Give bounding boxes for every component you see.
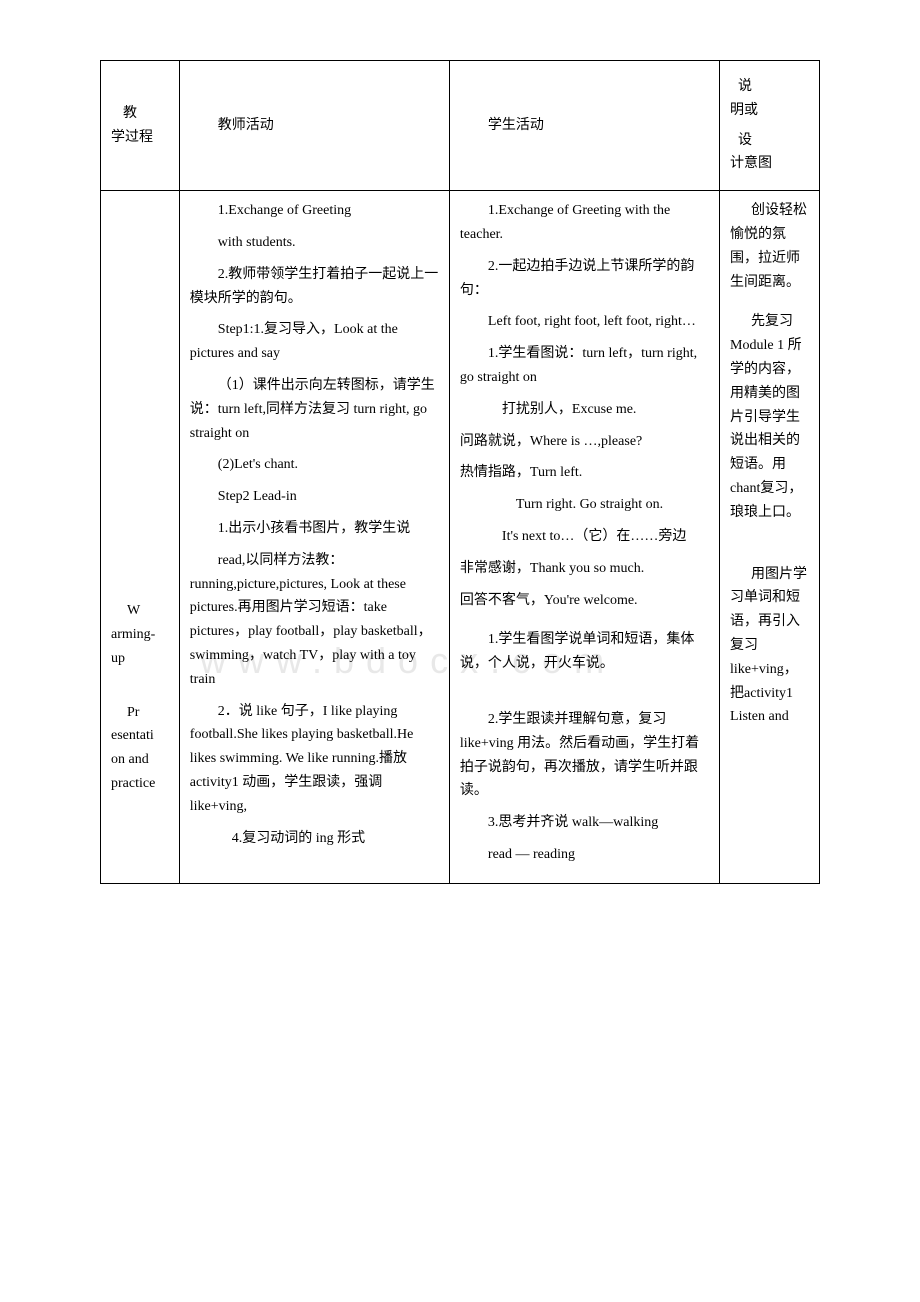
- col2-p6: (2)Let's chant.: [190, 453, 439, 477]
- col3-p3: Left foot, right foot, left foot, right…: [460, 310, 709, 334]
- col1-section1-line1: W: [127, 603, 140, 618]
- col3-p1: 1.Exchange of Greeting with the teacher.: [460, 199, 709, 247]
- header-col4-line1: 说: [738, 79, 752, 94]
- header-col4-line4: 计意图: [730, 152, 809, 176]
- table-body-row: W arming- up Pr esentati on and practice…: [101, 191, 820, 884]
- header-col4-line3: 设: [738, 133, 752, 148]
- header-col1: 教 学过程: [101, 61, 180, 191]
- col2-p9: read,以同样方法教：running,picture,pictures, Lo…: [190, 549, 439, 692]
- header-col4: 说 明或 设 计意图: [720, 61, 820, 191]
- col2-p1: 1.Exchange of Greeting: [190, 199, 439, 223]
- header-col3-text: 学生活动: [460, 114, 709, 138]
- table-header-row: 教 学过程 教师活动 学生活动 说 明或 设 计意图: [101, 61, 820, 191]
- body-col2: 1.Exchange of Greeting with students. 2.…: [179, 191, 449, 884]
- col3-p2: 2.一起边拍手边说上节课所学的韵句：: [460, 255, 709, 303]
- body-col1: W arming- up Pr esentati on and practice: [101, 191, 180, 884]
- col3-p5b: 问路就说，Where is …,please?: [460, 430, 709, 454]
- col1-section2-line1: Pr: [127, 705, 139, 720]
- col3-p5c: 热情指路，Turn left.: [460, 461, 709, 485]
- col2-p2: with students.: [190, 231, 439, 255]
- lesson-plan-table: 教 学过程 教师活动 学生活动 说 明或 设 计意图 W a: [100, 60, 820, 884]
- col3-p6: 1.学生看图学说单词和短语，集体说，个人说，开火车说。: [460, 628, 709, 676]
- header-col2: 教师活动: [179, 61, 449, 191]
- col2-p7: Step2 Lead-in: [190, 485, 439, 509]
- body-col3: 1.Exchange of Greeting with the teacher.…: [449, 191, 719, 884]
- header-col1-line2: 学过程: [111, 126, 169, 150]
- col3-p4: 1.学生看图说：turn left，turn right, go straigh…: [460, 342, 709, 390]
- col3-p5f: 非常感谢，Thank you so much.: [460, 557, 709, 581]
- col2-p3: 2.教师带领学生打着拍子一起说上一模块所学的韵句。: [190, 263, 439, 311]
- col2-p10: 2．说 like 句子，I like playing football.She …: [190, 700, 439, 819]
- col3-p7: 2.学生跟读并理解句意，复习 like+ving 用法。然后看动画，学生打着拍子…: [460, 708, 709, 803]
- col3-p5e: It's next to…（它）在……旁边: [460, 525, 709, 549]
- col1-section2-line2: esentati: [111, 724, 169, 748]
- col4-p1: 创设轻松愉悦的氛围，拉近师生间距离。: [730, 199, 809, 294]
- header-col1-line1: 教: [123, 106, 137, 121]
- col2-p8: 1.出示小孩看书图片，教学生说: [190, 517, 439, 541]
- col1-section2-line4: practice: [111, 772, 169, 796]
- header-col2-text: 教师活动: [190, 114, 439, 138]
- col4-p3: 用图片学习单词和短语，再引入复习like+ving，把activity1 Lis…: [730, 563, 809, 730]
- header-col3: 学生活动: [449, 61, 719, 191]
- col2-p11: 4.复习动词的 ing 形式: [190, 827, 439, 851]
- col3-p9: read — reading: [460, 843, 709, 867]
- body-col4: 创设轻松愉悦的氛围，拉近师生间距离。 先复习Module 1 所学的内容，用精美…: [720, 191, 820, 884]
- col3-p5g: 回答不客气，You're welcome.: [460, 589, 709, 613]
- header-col4-line2: 明或: [730, 99, 809, 123]
- col1-section1-line3: up: [111, 647, 169, 671]
- col3-p8: 3.思考并齐说 walk—walking: [460, 811, 709, 835]
- col1-section1-line2: arming-: [111, 623, 169, 647]
- col4-p2: 先复习Module 1 所学的内容，用精美的图片引导学生说出相关的短语。用cha…: [730, 310, 809, 524]
- col2-p5: （1）课件出示向左转图标，请学生说：turn left,同样方法复习 turn …: [190, 374, 439, 445]
- col1-section2-line3: on and: [111, 748, 169, 772]
- col3-p5d: Turn right. Go straight on.: [460, 493, 709, 517]
- col2-p4: Step1:1.复习导入，Look at the pictures and sa…: [190, 318, 439, 366]
- col3-p5a: 打扰别人，Excuse me.: [460, 398, 709, 422]
